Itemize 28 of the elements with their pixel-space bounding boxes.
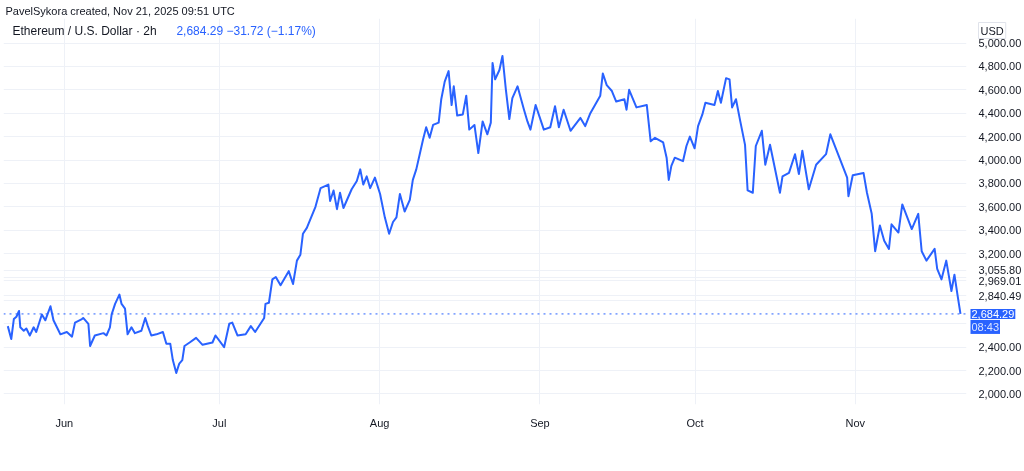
y-tick-label: 2,840.49 bbox=[978, 289, 1022, 302]
x-tick-label: Jul bbox=[212, 416, 227, 429]
y-tick-label: 4,400.00 bbox=[978, 107, 1022, 120]
y-tick-label: 5,000.00 bbox=[978, 37, 1022, 50]
y-tick-label: 3,400.00 bbox=[978, 224, 1022, 237]
y-tick-label: 4,800.00 bbox=[978, 60, 1022, 73]
chart-title: Ethereum / U.S. Dollar · 2h bbox=[12, 23, 157, 38]
y-tick-label: 2,969.01 bbox=[978, 274, 1022, 287]
y-tick-label: 2,000.00 bbox=[978, 387, 1022, 400]
x-tick-label: Sep bbox=[530, 416, 550, 429]
ref-line-label: 2,684.29 bbox=[971, 307, 1015, 320]
y-tick-label: 2,400.00 bbox=[978, 341, 1022, 354]
y-tick-label: 3,600.00 bbox=[978, 200, 1022, 213]
x-tick-label: Nov bbox=[845, 416, 866, 429]
y-tick-label: 3,200.00 bbox=[978, 247, 1022, 260]
text: PavelSykora created, Nov 21, 2025 09:51 UTC bbox=[5, 5, 235, 17]
y-tick-label: 3,800.00 bbox=[978, 177, 1022, 190]
x-tick-label: Jun bbox=[55, 416, 74, 429]
x-tick-label: Aug bbox=[369, 416, 390, 429]
x-tick-label: Oct bbox=[686, 416, 704, 429]
text: 08:43 bbox=[971, 320, 1000, 333]
y-tick-label: 4,000.00 bbox=[978, 154, 1022, 167]
y-tick-label: 3,055.80 bbox=[978, 264, 1022, 277]
chart-subtitle: 2,684.29 −31.72 (−1.17%) bbox=[176, 23, 316, 38]
y-axis-title: USD bbox=[980, 24, 1004, 37]
y-tick-label: 4,200.00 bbox=[978, 130, 1022, 143]
y-tick-label: 2,200.00 bbox=[978, 364, 1022, 377]
y-tick-label: 4,600.00 bbox=[978, 83, 1022, 96]
